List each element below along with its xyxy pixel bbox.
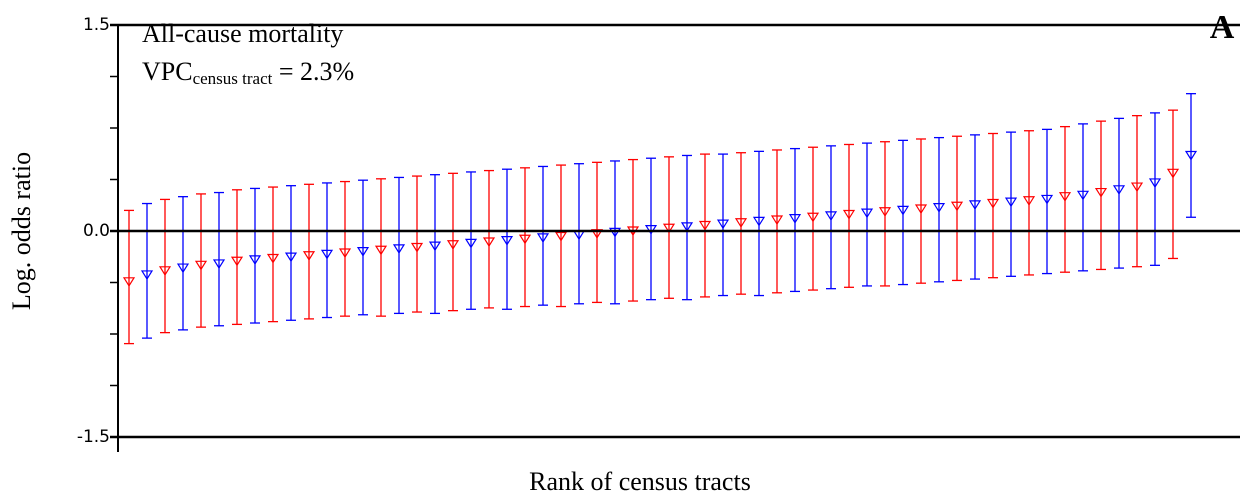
vpc-annotation: VPCcensus tract = 2.3% bbox=[142, 57, 354, 88]
estimate-marker bbox=[752, 216, 766, 227]
estimate-marker bbox=[680, 222, 694, 233]
estimate-marker bbox=[230, 256, 244, 267]
estimate-marker bbox=[194, 260, 208, 271]
estimate-marker bbox=[338, 248, 352, 259]
estimate-marker bbox=[1130, 182, 1144, 193]
estimate-marker bbox=[320, 249, 334, 260]
estimate-marker bbox=[302, 251, 316, 261]
estimate-marker bbox=[1166, 168, 1180, 179]
y-axis-label: Log. odds ratio bbox=[7, 152, 36, 310]
estimate-marker bbox=[968, 200, 982, 211]
estimate-marker bbox=[824, 211, 838, 222]
estimate-marker bbox=[914, 204, 928, 215]
estimate-marker bbox=[590, 229, 604, 239]
estimate-marker bbox=[122, 277, 136, 287]
estimate-marker bbox=[770, 215, 784, 226]
estimate-marker bbox=[716, 219, 730, 230]
estimate-marker bbox=[464, 238, 478, 249]
estimate-marker bbox=[374, 245, 388, 256]
estimate-marker bbox=[248, 255, 262, 265]
estimate-marker bbox=[1040, 194, 1054, 205]
estimate-marker bbox=[446, 240, 460, 250]
estimate-marker bbox=[806, 212, 820, 223]
estimate-marker bbox=[410, 242, 424, 253]
estimate-marker bbox=[1076, 190, 1090, 201]
estimate-marker bbox=[158, 266, 172, 276]
estimate-marker bbox=[1058, 192, 1072, 202]
x-axis-label: Rank of census tracts bbox=[529, 467, 751, 496]
estimate-marker bbox=[518, 234, 532, 245]
estimate-marker bbox=[878, 207, 892, 217]
estimate-marker bbox=[608, 227, 622, 238]
y-tick-label: 1.5 bbox=[83, 15, 110, 35]
estimate-marker bbox=[842, 209, 856, 220]
y-tick-label: 0.0 bbox=[83, 221, 110, 241]
estimate-marker bbox=[482, 237, 496, 248]
estimate-marker bbox=[392, 244, 406, 254]
annotation: All-cause mortality bbox=[142, 19, 343, 48]
estimate-marker bbox=[734, 218, 748, 228]
estimate-marker bbox=[1112, 185, 1126, 195]
estimate-marker bbox=[1094, 187, 1108, 198]
estimate-marker bbox=[1184, 150, 1198, 161]
estimate-marker bbox=[500, 236, 514, 246]
estimate-marker bbox=[554, 231, 568, 242]
estimate-marker bbox=[536, 233, 550, 243]
estimate-marker bbox=[896, 205, 910, 216]
estimate-marker bbox=[644, 225, 658, 235]
estimate-marker bbox=[1022, 196, 1036, 206]
estimate-marker bbox=[176, 263, 190, 274]
estimate-marker bbox=[356, 247, 370, 257]
estimate-marker bbox=[932, 203, 946, 213]
y-tick-label: -1.5 bbox=[77, 427, 110, 447]
estimate-marker bbox=[266, 253, 280, 264]
vpc-subscript: census tract bbox=[193, 69, 273, 88]
estimate-marker bbox=[860, 208, 874, 219]
estimate-marker bbox=[284, 252, 298, 263]
vpc-label: VPC bbox=[142, 57, 193, 86]
estimate-marker bbox=[140, 270, 154, 281]
vpc-text: = 2.3% bbox=[272, 57, 354, 86]
estimate-marker bbox=[788, 214, 802, 224]
estimate-marker bbox=[698, 220, 712, 231]
estimate-marker bbox=[212, 259, 226, 270]
estimate-marker bbox=[950, 201, 964, 212]
estimate-marker bbox=[662, 223, 676, 234]
estimate-marker bbox=[986, 198, 1000, 209]
panel-label: A bbox=[1210, 9, 1235, 46]
estimate-marker bbox=[1004, 197, 1018, 208]
estimate-marker bbox=[428, 241, 442, 252]
estimate-marker bbox=[1148, 178, 1162, 189]
